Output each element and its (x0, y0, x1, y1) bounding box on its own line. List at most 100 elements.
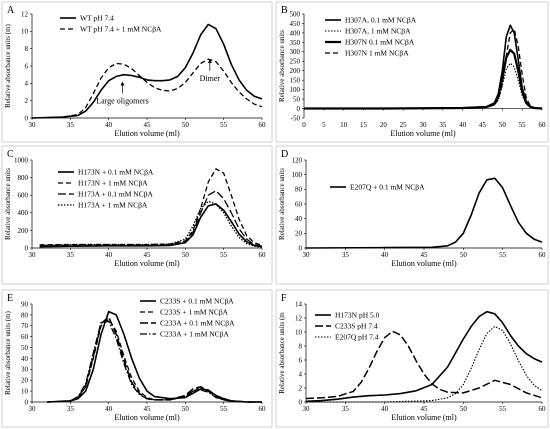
panel-e: E 0 10 20 30 40 50 60 70 80 90 30 35 40 45 50 55 60 Elutio… (1, 289, 273, 428)
panel-border (1, 1, 273, 143)
legend-label: WT pH 7.4 (80, 14, 114, 23)
y-tick-label: 12 (21, 10, 29, 18)
x-tick-label: 30 (29, 121, 37, 129)
legend-label: E207Q + 0.1 mM NCβA (350, 183, 425, 192)
x-tick-label: 60 (259, 121, 267, 129)
legend-label: H307A, 0.1 mM NCβA (345, 16, 417, 25)
y-tick-label: 80 (21, 311, 29, 319)
panel-border (275, 145, 549, 285)
x-tick-label: 40 (381, 405, 389, 413)
x-tick-label: 50 (460, 251, 468, 259)
x-tick-label: 25 (400, 121, 408, 129)
y-tick-label: 500 (290, 10, 301, 18)
y-tick-label: 400 (18, 209, 29, 217)
panel-letter: E (7, 293, 13, 304)
legend-label: C233S pH 7.4 (335, 322, 378, 331)
y-tick-label: 2 (25, 97, 29, 105)
legend-label: H307N 1 mM NCβA (345, 49, 409, 58)
y-tick-label: 800 (18, 174, 29, 182)
y-tick-label: -50 (291, 114, 301, 122)
x-tick-label: 10 (340, 121, 348, 129)
legend-label: H173N pH 5.0 (335, 311, 380, 320)
panel-letter: D (281, 149, 288, 160)
y-tick-label: 60 (21, 333, 29, 341)
y-tick-label: 120 (292, 156, 303, 164)
y-axis-label: Relative absorbance units (4, 168, 12, 240)
panel-a: A 0 2 4 6 8 10 12 30 35 40 45 50 55 60 Elution volume (… (1, 1, 273, 143)
legend-label: WT pH 7.4 + 1 mM NCβA (80, 25, 162, 34)
series-line-1 (305, 310, 543, 403)
panel-border (1, 145, 273, 285)
x-tick-label: 50 (499, 121, 507, 129)
series-line-4 (39, 200, 263, 248)
y-tick-label: 4 (299, 370, 303, 378)
panel-border (1, 289, 273, 428)
y-tick-label: 350 (290, 39, 301, 47)
panel-letter: F (281, 293, 287, 304)
panel-border (275, 289, 549, 428)
y-tick-label: 30 (21, 366, 29, 374)
panel-letter: B (281, 5, 288, 16)
y-axis-label: Relative absorbance units (278, 30, 286, 102)
panel-d: D 0 20 40 60 80 100 120 30 35 40 45 50 55 60 Elution vo… (275, 145, 549, 285)
x-tick-label: 50 (182, 251, 190, 259)
x-tick-label: 30 (420, 121, 428, 129)
series-line-1 (304, 24, 543, 110)
y-tick-label: 0 (25, 398, 29, 406)
y-tick-label: 2 (299, 384, 303, 392)
legend-label: E207Q pH 7.4 (335, 333, 379, 342)
x-tick-label: 35 (67, 251, 75, 259)
y-tick-label: 70 (21, 322, 29, 330)
x-tick-label: 55 (499, 405, 507, 413)
annotation-arrowhead (120, 81, 125, 86)
x-tick-label: 50 (182, 121, 190, 129)
y-tick-label: 150 (290, 77, 301, 85)
y-tick-label: 6 (299, 356, 303, 364)
y-tick-label: 80 (295, 186, 303, 194)
x-tick-label: 55 (519, 121, 527, 129)
series-line-3 (304, 48, 543, 110)
x-tick-label: 60 (539, 251, 547, 259)
legend-label: H173N + 0.1 mM NCβA (78, 168, 154, 177)
panel-border (275, 1, 549, 143)
y-tick-label: 8 (25, 45, 29, 53)
x-tick-label: 60 (259, 405, 267, 413)
y-tick-label: 8 (299, 342, 303, 350)
x-axis-label: Elution volume (ml) (390, 129, 456, 138)
x-tick-label: 0 (302, 121, 306, 129)
x-tick-label: 5 (322, 121, 326, 129)
x-tick-label: 55 (499, 251, 507, 259)
x-tick-label: 15 (360, 121, 368, 129)
x-tick-label: 20 (380, 121, 388, 129)
x-tick-label: 60 (539, 405, 547, 413)
y-tick-label: 450 (290, 20, 301, 28)
y-tick-label: 100 (290, 86, 301, 94)
series-line-4 (304, 28, 543, 110)
y-tick-label: 1000 (14, 156, 29, 164)
y-axis-label: Relative absorbance units (m) (4, 23, 12, 107)
y-tick-label: 600 (18, 192, 29, 200)
legend-label: H173A + 1 mM NCβA (78, 201, 148, 210)
x-tick-label: 45 (144, 405, 152, 413)
x-tick-label: 40 (105, 405, 113, 413)
x-tick-label: 45 (144, 251, 152, 259)
x-tick-label: 30 (29, 405, 37, 413)
x-tick-label: 30 (303, 251, 311, 259)
x-tick-label: 50 (182, 405, 190, 413)
x-tick-label: 45 (144, 121, 152, 129)
legend-label: C233S + 1 mM NCβA (160, 308, 229, 317)
series-line-1 (305, 177, 543, 249)
x-axis-label: Elution volume (ml) (114, 129, 180, 138)
x-tick-label: 40 (381, 251, 389, 259)
series-line-3 (47, 316, 262, 403)
x-axis-label: Elution volume (ml) (391, 413, 457, 422)
y-tick-label: 20 (295, 230, 303, 238)
y-tick-label: 0 (297, 105, 301, 113)
annotation-label: Large oligomers (96, 96, 149, 105)
x-tick-label: 40 (105, 251, 113, 259)
x-tick-label: 55 (220, 251, 228, 259)
annotation-label: Dimer (200, 74, 221, 83)
series-line-2 (305, 330, 543, 400)
